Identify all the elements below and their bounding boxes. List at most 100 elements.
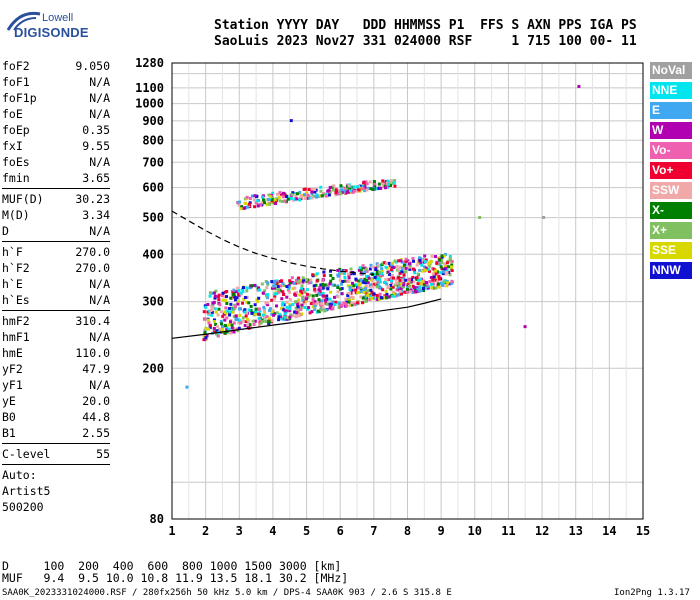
param-key: B1 <box>2 426 16 440</box>
echo-point <box>243 296 247 300</box>
echo-point <box>339 271 343 275</box>
echo-point <box>386 179 390 183</box>
echo-point <box>249 304 253 308</box>
echo-point <box>280 279 284 283</box>
echo-point <box>245 317 249 321</box>
echo-point <box>341 280 345 284</box>
echo-point <box>281 195 285 199</box>
legend-item-x-: X+ <box>650 222 692 239</box>
polarization-legend: NoVal NNE E W Vo- Vo+ SSW X- X+ SSE NNW <box>650 62 692 282</box>
x-tick-label: 5 <box>303 524 310 538</box>
echo-point <box>235 290 239 294</box>
echo-point <box>314 195 318 199</box>
echo-point <box>267 321 271 325</box>
echo-point <box>207 327 211 331</box>
param-row: yF1 N/A <box>2 377 110 393</box>
echo-point <box>415 277 419 281</box>
echo-point <box>237 326 241 330</box>
echo-point <box>253 283 257 287</box>
echo-point <box>418 285 422 289</box>
echo-point <box>397 284 401 288</box>
param-key: foF1 <box>2 75 30 89</box>
echo-point <box>371 265 375 269</box>
logo-top-text: Lowell <box>42 12 74 24</box>
y-tick-label: 80 <box>150 512 164 526</box>
echo-point <box>288 315 292 319</box>
echo-point <box>346 291 350 295</box>
echo-point <box>432 282 436 286</box>
echo-point <box>250 194 254 198</box>
echo-point <box>340 282 344 286</box>
echo-point <box>329 304 333 308</box>
echo-point <box>357 188 361 192</box>
echo-point <box>321 291 325 295</box>
echo-point <box>391 290 395 294</box>
echo-point <box>215 329 219 333</box>
echo-point <box>299 195 303 199</box>
echo-point <box>416 272 420 276</box>
echo-point <box>307 306 311 310</box>
echo-point <box>242 297 246 301</box>
echo-point <box>353 302 357 306</box>
echo-point <box>369 187 373 191</box>
echo-point <box>267 316 271 320</box>
echo-point <box>450 279 454 283</box>
echo-point <box>234 305 238 309</box>
param-value: N/A <box>89 75 110 89</box>
echo-point <box>365 278 369 282</box>
echo-point <box>429 276 433 280</box>
echo-point <box>225 295 229 299</box>
echo-point <box>307 188 311 192</box>
echo-point <box>284 310 288 314</box>
echo-point <box>301 280 305 284</box>
legend-item-nnw: NNW <box>650 262 692 279</box>
echo-point <box>373 276 377 280</box>
echo-point <box>275 304 279 308</box>
echo-point <box>214 322 218 326</box>
echo-point <box>352 185 356 189</box>
echo-point <box>285 195 289 199</box>
echo-point <box>254 307 258 311</box>
echo-point <box>357 268 361 272</box>
param-row: fmin 3.65 <box>2 170 110 186</box>
echo-point <box>446 259 450 263</box>
echo-point <box>365 289 369 293</box>
echo-point <box>423 260 427 264</box>
param-key: fmin <box>2 171 30 185</box>
echo-point <box>354 283 358 287</box>
echo-point <box>354 288 358 292</box>
echo-point <box>292 282 296 286</box>
echo-point <box>256 312 260 316</box>
echo-point <box>280 303 284 307</box>
echo-point <box>316 309 320 313</box>
echo-point <box>245 195 249 199</box>
echo-point <box>440 258 444 262</box>
echo-point <box>317 298 321 302</box>
echo-point <box>294 192 298 196</box>
echo-point <box>236 201 240 205</box>
echo-point <box>368 294 372 298</box>
param-row: foF2 9.050 <box>2 58 110 74</box>
echo-point <box>245 286 249 290</box>
echo-point <box>384 265 388 269</box>
echo-point <box>248 197 252 201</box>
echo-point <box>238 313 242 317</box>
echo-point <box>236 302 240 306</box>
echo-point <box>416 260 420 264</box>
echo-point <box>351 281 355 285</box>
echo-point <box>402 273 406 277</box>
echo-point <box>281 290 285 294</box>
echo-point <box>285 295 289 299</box>
echo-point <box>231 291 235 295</box>
echo-point <box>278 191 282 195</box>
echo-point <box>363 189 367 193</box>
echo-point <box>204 336 208 340</box>
echo-point <box>450 281 454 285</box>
echo-point <box>282 317 286 321</box>
param-key: M(D) <box>2 208 30 222</box>
param-row: h`Es N/A <box>2 292 110 308</box>
param-key: B0 <box>2 410 16 424</box>
y-tick-label: 800 <box>142 133 164 147</box>
echo-point <box>293 292 297 296</box>
echo-point <box>259 321 263 325</box>
